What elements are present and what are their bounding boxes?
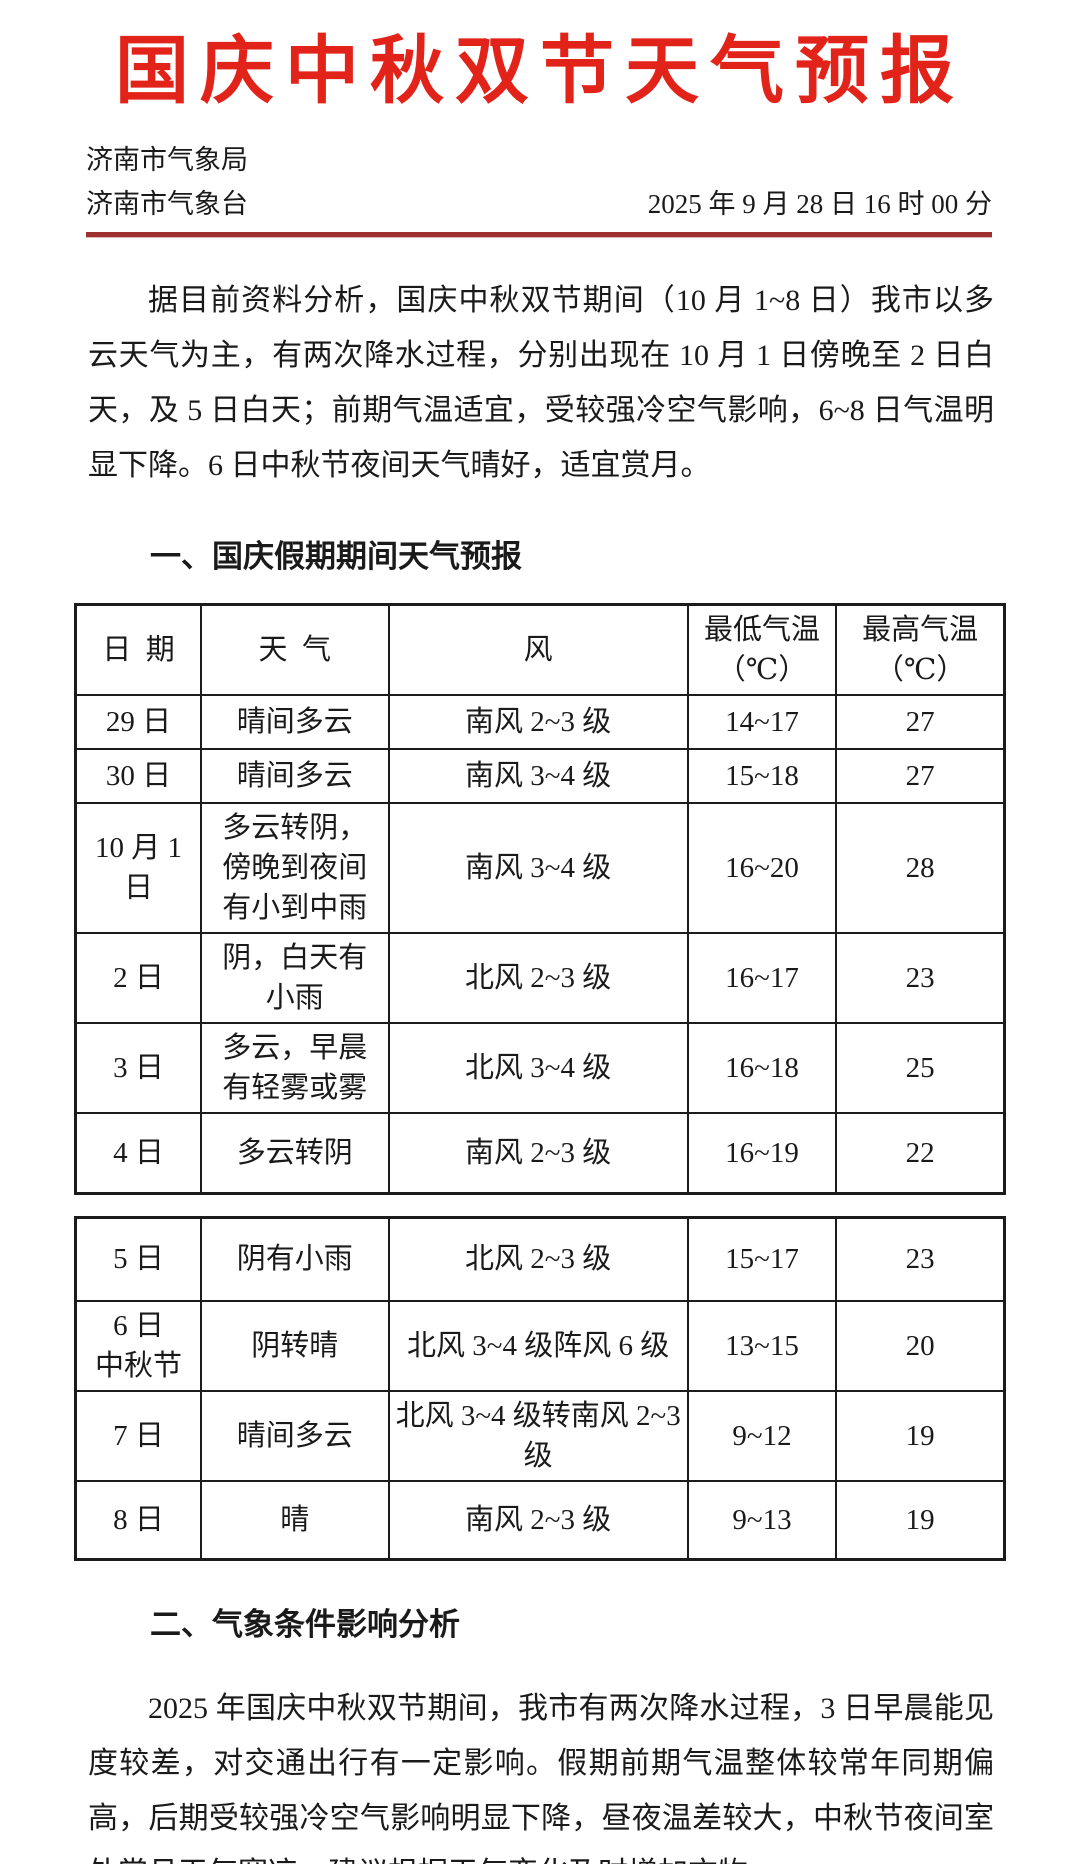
cell-low: 16~19	[686, 1112, 838, 1195]
column-header: 日 期	[74, 603, 202, 697]
cell-wind: 北风 2~3 级	[387, 1216, 689, 1303]
cell-high: 25	[835, 1022, 1006, 1115]
table-row: 5 日阴有小雨 北风 2~3 级 15~17 23	[74, 1216, 1006, 1303]
cell-wind: 北风 3~4 级	[387, 1022, 689, 1115]
cell-date: 4 日	[74, 1112, 202, 1195]
cell-low: 13~15	[686, 1300, 838, 1393]
cell-wind: 北风 3~4 级转南风 2~3 级	[387, 1390, 689, 1483]
cell-high: 23	[835, 932, 1006, 1025]
cell-low: 9~12	[686, 1390, 838, 1483]
cell-high: 27	[835, 748, 1006, 805]
cell-low: 15~18	[686, 748, 838, 805]
cell-wind: 南风 2~3 级	[387, 694, 689, 751]
section1-heading: 一、国庆假期期间天气预报	[150, 539, 522, 574]
table-row: 8 日晴南风 2~3 级 9~13 19	[74, 1480, 1006, 1561]
cell-weather: 晴间多云	[199, 748, 390, 805]
cell-weather: 阴，白天有小雨	[199, 932, 390, 1025]
column-header: 最高气温 （℃）	[835, 603, 1006, 697]
cell-low: 16~17	[686, 932, 838, 1025]
cell-low: 14~17	[686, 694, 838, 751]
cell-weather: 晴间多云	[199, 694, 390, 751]
cell-weather: 阴有小雨	[199, 1216, 390, 1303]
table-row: 29 日晴间多云 南风 2~3 级 14~17 27	[74, 694, 1006, 751]
cell-date: 29 日	[74, 694, 202, 751]
table-row: 7 日晴间多云 北风 3~4 级转南风 2~3 级 9~12 19	[74, 1390, 1006, 1483]
forecast-table-part2: 5 日阴有小雨 北风 2~3 级 15~17 23 6 日 中秋节 阴转晴 北风 3~4 级…	[74, 1215, 1006, 1561]
column-header: 风	[387, 603, 689, 697]
issuing-orgs: 济南市气象局 济南市气象台	[86, 138, 248, 226]
cell-date: 6 日 中秋节	[74, 1300, 202, 1393]
table-row: 30 日晴间多云 南风 3~4 级 15~18 27	[74, 748, 1006, 805]
cell-wind: 南风 3~4 级	[387, 802, 689, 935]
cell-high: 20	[835, 1300, 1006, 1393]
table-row: 10 月 1 日多云转阴，傍晚到夜间有小到中雨 南风 3~4 级 16~20 28	[74, 802, 1006, 935]
header-divider-rule	[86, 232, 992, 237]
cell-low: 9~13	[686, 1480, 838, 1561]
cell-weather: 阴转晴	[199, 1300, 390, 1393]
section2-heading: 二、气象条件影响分析	[150, 1606, 460, 1642]
cell-weather: 多云，早晨有轻雾或雾	[199, 1022, 390, 1115]
table-row: 6 日 中秋节 阴转晴 北风 3~4 级阵风 6 级 13~15 20	[74, 1300, 1006, 1393]
cell-high: 23	[835, 1216, 1006, 1303]
cell-weather: 晴间多云	[199, 1390, 390, 1483]
page-title: 国庆中秋双节天气预报	[115, 29, 965, 112]
cell-wind: 北风 3~4 级阵风 6 级	[387, 1300, 689, 1393]
cell-date: 10 月 1 日	[74, 802, 202, 935]
cell-date: 2 日	[74, 932, 202, 1025]
cell-wind: 北风 2~3 级	[387, 932, 689, 1025]
cell-date: 30 日	[74, 748, 202, 805]
cell-weather: 多云转阴，傍晚到夜间有小到中雨	[199, 802, 390, 935]
org-line-2: 济南市气象台	[86, 189, 248, 219]
cell-date: 5 日	[74, 1216, 202, 1303]
forecast-table-part1: 日 期天 气风最低气温 （℃） 最高气温 （℃） 29 日晴间多云 南风 2~3 级…	[74, 603, 1006, 1195]
cell-low: 16~18	[686, 1022, 838, 1115]
table-row: 4 日多云转阴 南风 2~3 级 16~19 22	[74, 1112, 1006, 1195]
cell-wind: 南风 2~3 级	[387, 1112, 689, 1195]
column-header: 天 气	[199, 603, 390, 697]
cell-weather: 多云转阴	[199, 1112, 390, 1195]
analysis-paragraph: 2025 年国庆中秋双节期间，我市有两次降水过程，3 日早晨能见度较差，对交通出…	[88, 1691, 994, 1864]
cell-date: 3 日	[74, 1022, 202, 1115]
cell-weather: 晴	[199, 1480, 390, 1561]
cell-high: 19	[835, 1480, 1006, 1561]
issue-datetime: 2025 年 9 月 28 日 16 时 00 分	[647, 189, 992, 219]
table-row: 3 日多云，早晨有轻雾或雾 北风 3~4 级 16~18 25	[74, 1022, 1006, 1115]
table-row: 2 日阴，白天有小雨 北风 2~3 级 16~17 23	[74, 932, 1006, 1025]
org-line-1: 济南市气象局	[86, 145, 248, 175]
forecast-table-header-row: 日 期天 气风最低气温 （℃） 最高气温 （℃）	[74, 603, 1006, 697]
intro-paragraph: 据目前资料分析，国庆中秋双节期间（10 月 1~8 日）我市以多云天气为主，有两…	[88, 284, 994, 482]
cell-low: 15~17	[686, 1216, 838, 1303]
column-header: 最低气温 （℃）	[686, 603, 838, 697]
cell-wind: 南风 3~4 级	[387, 748, 689, 805]
cell-low: 16~20	[686, 802, 838, 935]
cell-wind: 南风 2~3 级	[387, 1480, 689, 1561]
cell-high: 22	[835, 1112, 1006, 1195]
cell-date: 7 日	[74, 1390, 202, 1483]
cell-high: 27	[835, 694, 1006, 751]
cell-date: 8 日	[74, 1480, 202, 1561]
forecast-table-part2-body: 5 日阴有小雨 北风 2~3 级 15~17 23 6 日 中秋节 阴转晴 北风 3~4 级…	[74, 1216, 1006, 1561]
cell-high: 19	[835, 1390, 1006, 1483]
masthead: 济南市气象局 济南市气象台 2025 年 9 月 28 日 16 时 00 分	[86, 138, 992, 226]
cell-high: 28	[835, 802, 1006, 935]
